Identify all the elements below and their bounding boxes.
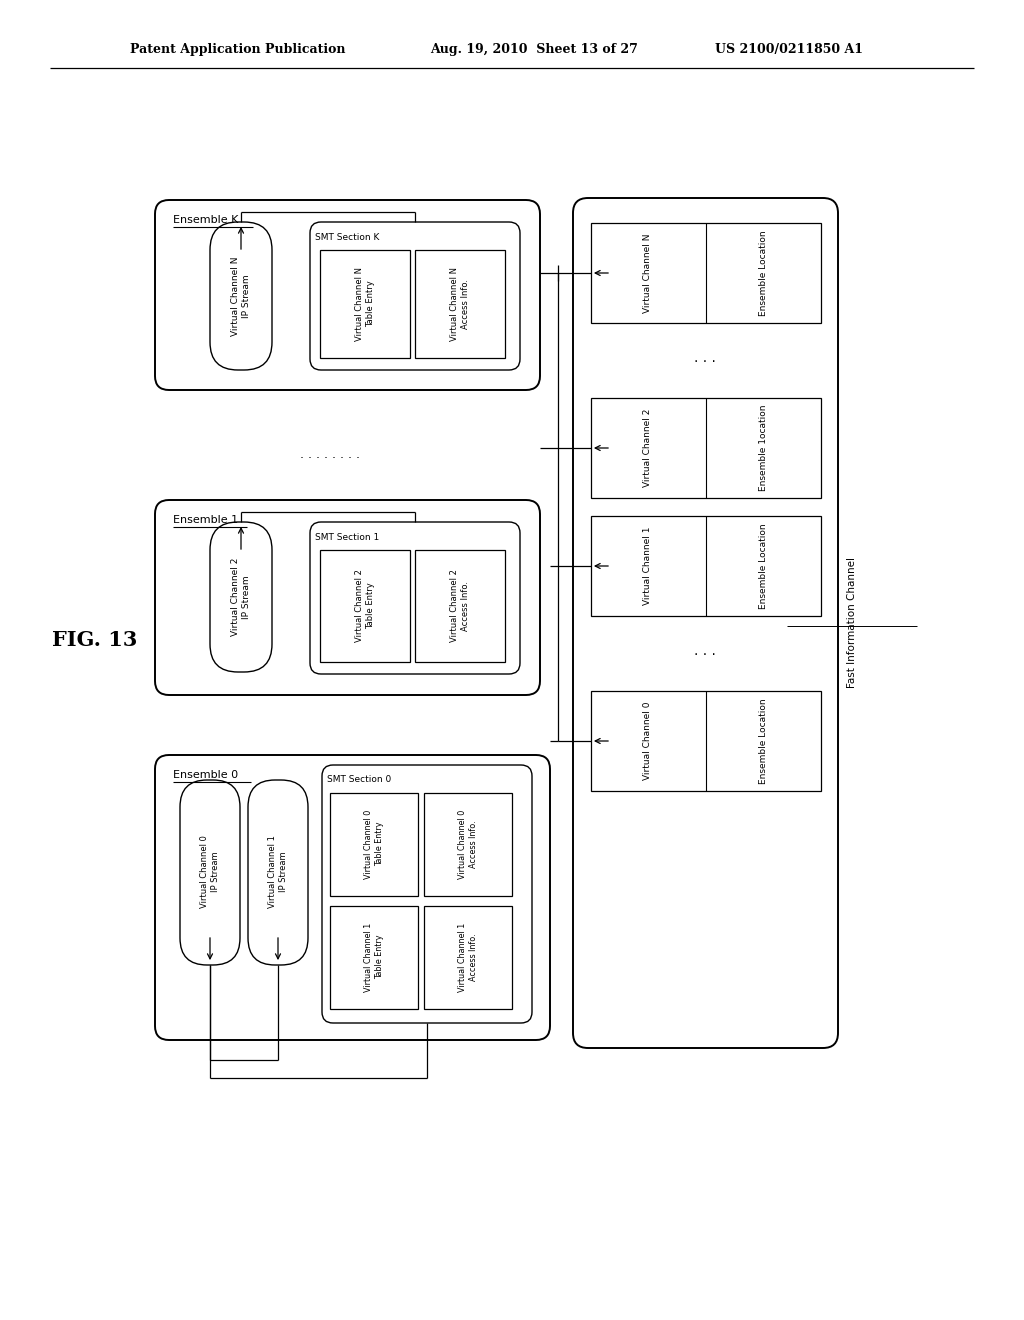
Bar (424, 793, 512, 896)
Bar (415, 550, 505, 663)
Bar (319, 550, 410, 663)
Text: Aug. 19, 2010  Sheet 13 of 27: Aug. 19, 2010 Sheet 13 of 27 (430, 44, 638, 57)
Text: SMT Section 1: SMT Section 1 (315, 532, 379, 541)
Text: Ensemble Location: Ensemble Location (759, 230, 768, 315)
Text: . . .: . . . (694, 644, 716, 657)
Text: Virtual Channel 0: Virtual Channel 0 (643, 702, 652, 780)
Text: Ensemble 0: Ensemble 0 (173, 770, 239, 780)
Text: Virtual Channel 2: Virtual Channel 2 (643, 409, 652, 487)
Text: Virtual Channel 2
IP Stream: Virtual Channel 2 IP Stream (231, 558, 251, 636)
Text: Virtual Channel 2
Table Entry: Virtual Channel 2 Table Entry (355, 569, 375, 643)
Text: Fast Information Channel: Fast Information Channel (847, 557, 857, 689)
Text: SMT Section K: SMT Section K (315, 232, 379, 242)
Text: Virtual Channel N
Table Entry: Virtual Channel N Table Entry (355, 267, 375, 341)
Text: Ensemble K: Ensemble K (173, 215, 239, 224)
Text: Ensemble Location: Ensemble Location (759, 698, 768, 784)
Text: Patent Application Publication: Patent Application Publication (130, 44, 345, 57)
Text: Ensemble Location: Ensemble Location (759, 523, 768, 609)
Text: Virtual Channel 1
Table Entry: Virtual Channel 1 Table Entry (365, 923, 384, 991)
Bar (591, 516, 821, 616)
Text: Virtual Channel 1
IP Stream: Virtual Channel 1 IP Stream (268, 836, 288, 908)
Text: Virtual Channel 1
Access Info.: Virtual Channel 1 Access Info. (459, 923, 478, 991)
Text: Virtual Channel N: Virtual Channel N (643, 234, 652, 313)
Text: FIG. 13: FIG. 13 (52, 630, 137, 649)
Bar (330, 793, 418, 896)
Bar (319, 249, 410, 358)
Text: Virtual Channel 0
IP Stream: Virtual Channel 0 IP Stream (201, 836, 220, 908)
Text: Virtual Channel 0
Access Info.: Virtual Channel 0 Access Info. (459, 809, 478, 879)
Text: SMT Section 0: SMT Section 0 (327, 776, 391, 784)
Bar (591, 223, 821, 323)
Text: . . .: . . . (694, 351, 716, 366)
Bar (424, 906, 512, 1008)
Bar (415, 249, 505, 358)
Text: Ensemble 1ocation: Ensemble 1ocation (759, 405, 768, 491)
Text: . . . . . . . .: . . . . . . . . (300, 449, 360, 462)
Bar (330, 906, 418, 1008)
Text: Virtual Channel 2
Access Info.: Virtual Channel 2 Access Info. (451, 569, 470, 643)
Bar (591, 399, 821, 498)
Text: Ensemble 1: Ensemble 1 (173, 515, 239, 525)
Text: US 2100/0211850 A1: US 2100/0211850 A1 (715, 44, 863, 57)
Text: Virtual Channel 0
Table Entry: Virtual Channel 0 Table Entry (365, 809, 384, 879)
Text: Virtual Channel 1: Virtual Channel 1 (643, 527, 652, 606)
Text: Virtual Channel N
Access Info.: Virtual Channel N Access Info. (451, 267, 470, 341)
Text: Virtual Channel N
IP Stream: Virtual Channel N IP Stream (231, 256, 251, 335)
Bar (591, 690, 821, 791)
